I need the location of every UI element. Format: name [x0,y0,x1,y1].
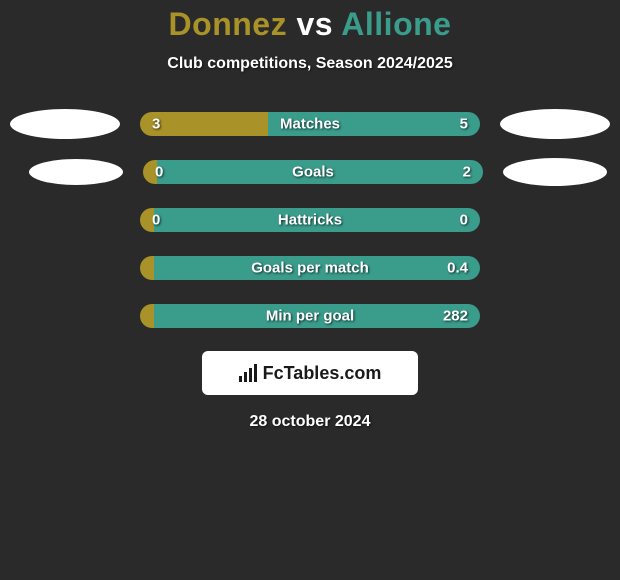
brand-text: FcTables.com [263,363,382,384]
stat-value-right: 0.4 [447,260,468,277]
stat-bar: 3 Matches 5 [140,112,480,136]
player-avatar-left [10,109,120,139]
stat-bar: Min per goal 282 [140,304,480,328]
bars-icon [239,364,257,382]
stat-bar: Goals per match 0.4 [140,256,480,280]
comparison-infographic: Donnez vs Allione Club competitions, Sea… [0,0,620,431]
stat-value-right: 5 [460,116,468,133]
player2-name: Allione [341,6,451,42]
player-avatar-right [503,158,607,186]
stat-row: Goals per match 0.4 [0,255,620,281]
bar-segment-left [140,256,154,280]
vs-text: vs [296,6,333,42]
stat-row: 0 Goals 2 [0,159,620,185]
stat-label: Goals per match [251,260,369,277]
stat-value-right: 282 [443,308,468,325]
stat-value-left: 0 [152,212,160,229]
stat-bar: 0 Hattricks 0 [140,208,480,232]
bar-segment-left [140,304,154,328]
stat-value-right: 0 [460,212,468,229]
stat-label: Min per goal [266,308,354,325]
stat-row: 0 Hattricks 0 [0,207,620,233]
stat-row: Min per goal 282 [0,303,620,329]
player1-name: Donnez [169,6,288,42]
brand-card: FcTables.com [202,351,418,395]
stat-value-left: 3 [152,116,160,133]
date-text: 28 october 2024 [0,413,620,431]
stat-label: Hattricks [278,212,342,229]
player-avatar-left [29,159,123,185]
stat-bar: 0 Goals 2 [143,160,483,184]
stat-label: Goals [292,164,334,181]
stat-value-right: 2 [463,164,471,181]
stat-label: Matches [280,116,340,133]
stat-bars: 3 Matches 5 0 Goals 2 0 Hattricks 0 Goals per mat… [0,111,620,329]
page-title: Donnez vs Allione [0,6,620,43]
subtitle: Club competitions, Season 2024/2025 [0,55,620,73]
stat-row: 3 Matches 5 [0,111,620,137]
stat-value-left: 0 [155,164,163,181]
player-avatar-right [500,109,610,139]
